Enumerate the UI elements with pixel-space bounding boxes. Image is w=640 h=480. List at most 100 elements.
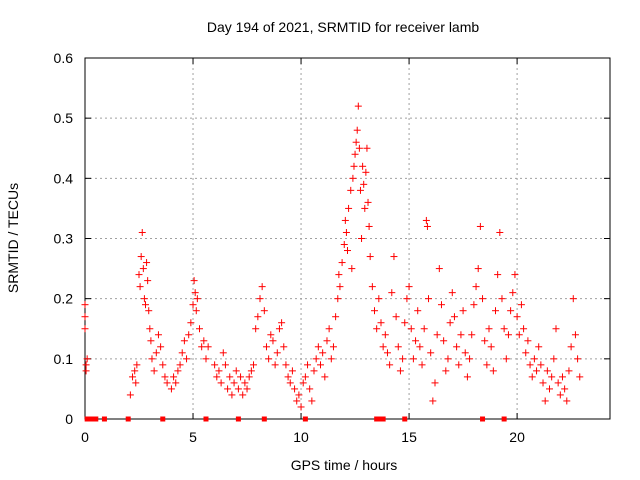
x-tick-label: 15 [401,429,417,445]
data-point [418,361,426,369]
data-point [522,349,530,357]
data-point [552,325,560,333]
data-point [349,174,357,182]
data-point [476,222,484,230]
data-point [211,361,219,369]
zero-marker [380,416,386,422]
data-point [282,361,290,369]
data-points [81,102,584,422]
zero-marker [203,416,209,422]
data-point [308,397,316,405]
data-point [362,168,370,176]
data-point [450,313,458,321]
data-point [437,301,445,309]
data-point [416,343,424,351]
data-point [141,301,149,309]
data-point [180,337,188,345]
data-point [498,295,506,303]
y-tick-label: 0.5 [54,110,74,126]
zero-marker [501,416,507,422]
y-axis-label: SRMTID / TECUs [5,183,21,293]
data-point [325,325,333,333]
data-point [364,198,372,206]
data-point [405,283,413,291]
data-point [479,295,487,303]
data-point [306,385,314,393]
data-point [425,295,433,303]
data-point [327,355,335,363]
data-point [163,379,171,387]
data-point [340,241,348,249]
data-point [440,337,448,345]
data-point [265,355,273,363]
data-point [394,343,402,351]
data-point [533,367,541,375]
data-point [291,385,299,393]
data-point [352,138,360,146]
data-point [548,373,556,381]
data-point [202,355,210,363]
data-point [243,385,251,393]
data-point [354,102,362,110]
y-tick-label: 0.1 [54,351,74,367]
data-point [403,295,411,303]
data-point [489,367,497,375]
data-point [530,355,538,363]
data-point [365,222,373,230]
data-point [323,337,331,345]
data-point [172,379,180,387]
data-point [563,397,571,405]
data-point [466,355,474,363]
zero-marker [302,416,308,422]
data-point [350,162,358,170]
data-point [284,373,292,381]
zero-marker [261,416,267,422]
data-point [260,307,268,315]
data-point [228,391,236,399]
x-axis-label: GPS time / hours [291,457,398,473]
x-tick-label: 5 [189,429,197,445]
data-point [273,349,281,357]
data-point [170,373,178,381]
data-point [174,367,182,375]
data-point [528,373,536,381]
data-point [299,379,307,387]
data-point [420,325,428,333]
y-tick-label: 0.2 [54,291,74,307]
data-point [314,343,322,351]
data-point [213,373,221,381]
data-point [427,349,435,357]
data-point [463,373,471,381]
data-point [431,379,439,387]
data-point [396,367,404,375]
data-point [137,253,145,261]
data-point [520,325,528,333]
data-point [254,313,262,321]
data-point [329,343,337,351]
data-point [126,391,134,399]
data-point [241,379,249,387]
data-point [226,373,234,381]
data-point [409,355,417,363]
data-point [491,307,499,315]
data-point [215,367,223,375]
data-point [355,144,363,152]
grid-lines [85,58,610,419]
zero-marker [402,416,408,422]
data-point [504,331,512,339]
data-point [515,331,523,339]
data-point [167,385,175,393]
data-point [481,337,489,345]
data-point [219,349,227,357]
data-point [239,391,247,399]
data-point [147,337,155,345]
data-point [319,349,327,357]
data-point [138,228,146,236]
data-point [83,355,91,363]
data-point [371,307,379,315]
data-point [543,367,551,375]
data-point [474,265,482,273]
data-point [234,385,242,393]
data-point [316,361,324,369]
data-point [414,307,422,315]
